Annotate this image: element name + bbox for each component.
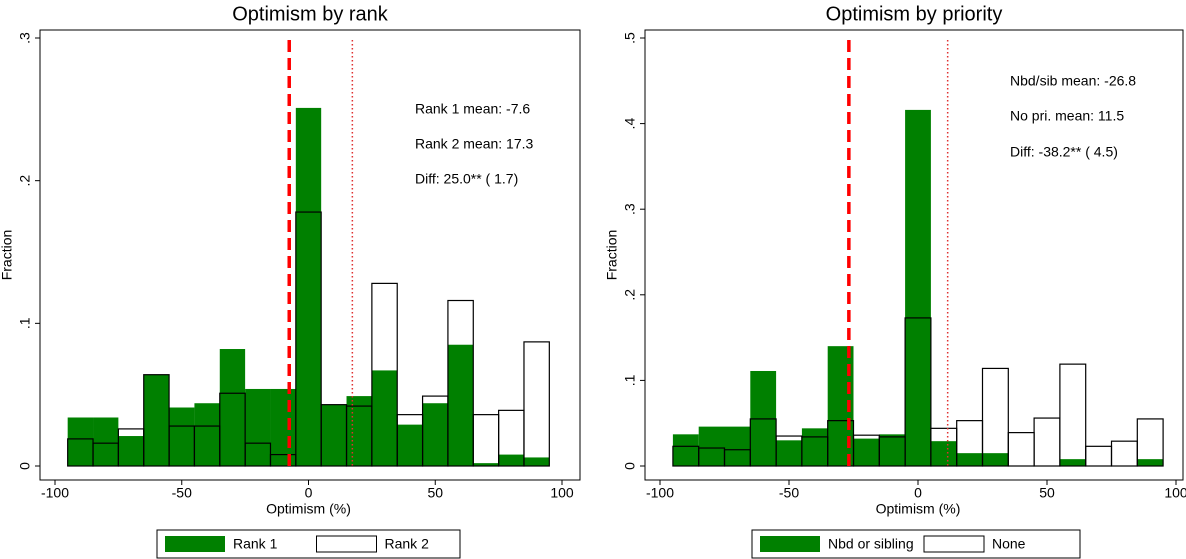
bar <box>904 317 932 467</box>
bar <box>371 282 398 467</box>
y-tick-label: 0 <box>622 462 638 470</box>
bar <box>981 367 1009 467</box>
bar <box>523 341 550 467</box>
bar <box>67 417 94 466</box>
legend-label: Nbd or sibling <box>828 536 914 552</box>
y-tick-label: .2 <box>17 175 33 187</box>
x-tick-label: -100 <box>41 485 69 501</box>
y-tick-label: .1 <box>17 317 33 329</box>
legend-swatch <box>316 535 377 553</box>
x-tick-label: 50 <box>1039 485 1055 501</box>
bar <box>698 426 725 466</box>
bar <box>447 344 474 466</box>
bar <box>956 453 983 466</box>
bar <box>1059 459 1086 466</box>
bar <box>473 463 499 466</box>
bar <box>905 109 931 467</box>
legend-swatch <box>760 536 820 552</box>
bar <box>346 396 372 466</box>
bar <box>1033 417 1061 467</box>
bar <box>724 426 751 466</box>
legend-label: Rank 2 <box>385 536 430 552</box>
bar <box>472 414 500 467</box>
bar <box>118 436 144 466</box>
legend-swatch <box>923 535 985 553</box>
annotation: No pri. mean: 11.5 <box>1010 108 1124 124</box>
bar <box>1007 432 1035 467</box>
y-tick-label: .5 <box>622 32 638 44</box>
y-tick-label: .3 <box>17 32 33 44</box>
bar <box>498 454 524 466</box>
x-tick-label: 100 <box>1164 485 1186 501</box>
bar <box>143 374 170 467</box>
annotation: Diff: -38.2** ( 4.5) <box>1010 144 1118 160</box>
chart-title: Optimism by rank <box>232 3 389 25</box>
y-tick-label: .3 <box>622 203 638 215</box>
annotation: Rank 2 mean: 17.3 <box>415 136 534 152</box>
bar <box>447 299 474 467</box>
y-tick-label: 0 <box>17 462 33 470</box>
bar <box>1059 363 1087 467</box>
bar <box>194 403 220 466</box>
bar <box>1137 459 1164 466</box>
bar <box>169 407 195 466</box>
bar <box>523 457 550 466</box>
bar <box>219 349 246 466</box>
x-tick-label: -100 <box>646 485 674 501</box>
bar <box>321 404 347 466</box>
bar <box>295 211 322 467</box>
plot-frame <box>39 29 581 481</box>
y-tick-label: .1 <box>622 374 638 386</box>
x-tick-label: 100 <box>550 485 574 501</box>
x-tick-label: 0 <box>305 485 313 501</box>
x-tick-label: 50 <box>427 485 443 501</box>
bar <box>1136 418 1164 467</box>
bar <box>672 434 699 466</box>
bar <box>801 428 828 466</box>
chart-title: Optimism by priority <box>826 3 1003 25</box>
bar <box>853 438 880 466</box>
y-axis-label: Fraction <box>604 230 620 281</box>
bar <box>422 403 448 466</box>
bar <box>371 370 398 466</box>
bar <box>930 441 957 466</box>
bar <box>270 388 296 466</box>
bar <box>879 434 906 466</box>
annotation: Diff: 25.0** ( 1.7) <box>415 171 518 187</box>
bar <box>245 388 271 466</box>
bar <box>93 417 119 466</box>
y-tick-label: .2 <box>622 289 638 301</box>
x-tick-label: -50 <box>172 485 192 501</box>
x-axis-label: Optimism (%) <box>266 501 351 517</box>
bar <box>776 440 802 466</box>
y-tick-label: .4 <box>622 118 638 130</box>
plot-frame <box>644 29 1184 481</box>
bar <box>1085 445 1113 467</box>
x-tick-label: 0 <box>914 485 922 501</box>
legend-swatch <box>165 536 225 552</box>
y-axis-label: Fraction <box>0 230 15 281</box>
x-tick-label: -50 <box>779 485 799 501</box>
bar <box>1110 440 1138 467</box>
bar <box>219 392 246 467</box>
bar <box>397 424 423 466</box>
annotation: Nbd/sib mean: -26.8 <box>1010 73 1136 89</box>
legend-label: Rank 1 <box>233 536 278 552</box>
bar <box>982 453 1009 466</box>
x-axis-label: Optimism (%) <box>876 501 961 517</box>
bar <box>143 374 170 466</box>
bar <box>295 107 322 466</box>
annotation: Rank 1 mean: -7.6 <box>415 101 530 117</box>
legend-label: None <box>992 536 1026 552</box>
